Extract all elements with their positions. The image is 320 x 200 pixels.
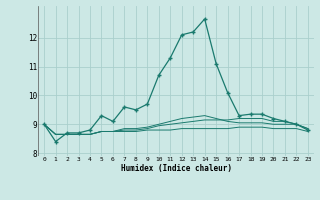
X-axis label: Humidex (Indice chaleur): Humidex (Indice chaleur) — [121, 164, 231, 173]
